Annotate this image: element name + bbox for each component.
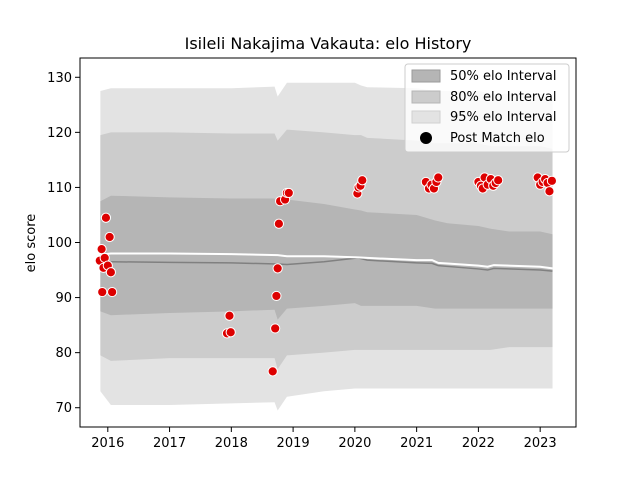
legend-swatch-95 [411, 110, 441, 124]
post-match-point-12 [225, 327, 236, 338]
mean-elo-line [100, 252, 553, 270]
post-match-point-31 [433, 172, 444, 183]
post-match-points [94, 172, 558, 377]
post-match-point-21 [283, 187, 294, 199]
x-tick-label-2018: 2018 [215, 436, 248, 451]
y-axis: 70 80 90 100 110 120 130 [47, 71, 80, 416]
legend-swatch-50 [411, 69, 441, 83]
post-match-point-46 [544, 186, 555, 197]
y-tick-label-80: 80 [55, 346, 72, 361]
x-tick-label-2021: 2021 [400, 436, 433, 451]
post-match-point-11 [224, 310, 235, 321]
chart-title: Isileli Nakajima Vakauta: elo History [185, 34, 472, 53]
post-match-point-1 [96, 244, 107, 255]
y-axis-label: elo score [24, 214, 39, 273]
post-match-point-17 [273, 218, 284, 229]
band-50-interval [100, 195, 553, 320]
y-tick-label-100: 100 [47, 236, 72, 251]
post-match-point-7 [104, 231, 115, 243]
post-match-point-40 [493, 175, 504, 186]
y-tick-label-130: 130 [47, 71, 72, 86]
x-tick-label-2023: 2023 [524, 436, 557, 451]
legend-swatch-80 [411, 90, 441, 104]
y-tick-label-90: 90 [55, 291, 72, 306]
post-match-point-5 [100, 212, 112, 223]
legend-label-80: 80% elo Interval [450, 90, 557, 105]
post-match-point-8 [105, 267, 116, 278]
plot-frame [79, 57, 577, 428]
x-axis: 2016 2017 2018 2019 2020 2021 2022 2023 [91, 427, 557, 451]
legend-label-point: Post Match elo [450, 131, 545, 146]
post-match-point-47 [546, 175, 558, 186]
x-tick-label-2016: 2016 [91, 436, 124, 451]
x-tick-label-2020: 2020 [338, 436, 371, 451]
post-match-point-2 [97, 286, 108, 298]
legend-frame [404, 63, 570, 153]
post-match-point-15 [271, 290, 282, 302]
legend-label-50: 50% elo Interval [450, 69, 557, 84]
y-tick-label-120: 120 [47, 126, 72, 141]
post-match-point-16 [272, 263, 283, 274]
y-tick-label-110: 110 [47, 181, 72, 196]
x-tick-label-2017: 2017 [153, 436, 186, 451]
legend: 50% elo Interval 80% elo Interval 95% el… [404, 63, 570, 153]
x-tick-label-2019: 2019 [277, 436, 310, 451]
x-tick-label-2022: 2022 [462, 436, 495, 451]
plot-area [94, 82, 558, 411]
post-match-point-14 [270, 323, 281, 334]
legend-marker-point [420, 132, 432, 144]
post-match-point-9 [107, 286, 118, 298]
post-match-point-13 [267, 366, 278, 377]
post-match-point-25 [357, 175, 368, 186]
legend-label-95: 95% elo Interval [450, 110, 557, 125]
median-elo-line [100, 257, 553, 272]
y-tick-label-70: 70 [55, 401, 72, 416]
